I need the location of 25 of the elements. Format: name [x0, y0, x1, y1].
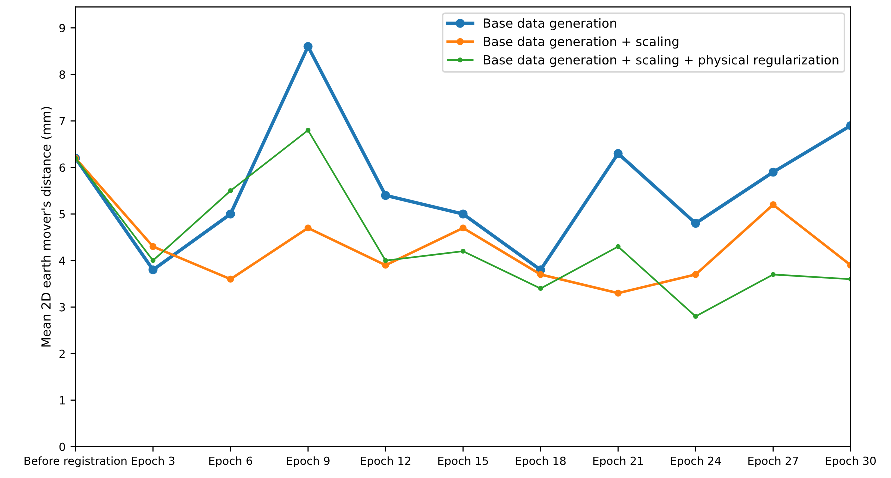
x-tick-label: Epoch 30: [826, 456, 876, 468]
x-tick-label: Epoch 27: [748, 456, 798, 468]
y-tick-label: 4: [59, 256, 66, 266]
x-tick-label: Epoch 3: [132, 456, 175, 468]
y-tick-label: 5: [60, 210, 66, 219]
y-axis-title: Mean 2D earth mover's distance (mm): [41, 107, 52, 347]
x-tick-label: Epoch 15: [438, 456, 488, 468]
x-tick-label: Epoch 9: [287, 456, 330, 468]
x-tick-label: Epoch 21: [594, 456, 644, 468]
y-tick-label: 7: [60, 117, 66, 126]
x-tick-label: Epoch 18: [516, 456, 566, 468]
x-tick-label: Epoch 24: [671, 456, 722, 468]
y-tick-label: 6: [60, 164, 66, 172]
y-tick-label: 0: [60, 442, 66, 452]
legend-label: Base data generation: [484, 18, 616, 31]
x-tick-label: Epoch 12: [361, 456, 411, 468]
y-tick-label: 8: [60, 70, 66, 80]
x-tick-label: Epoch 6: [210, 456, 252, 468]
y-tick-label: 1: [60, 396, 65, 405]
legend-label: Base data generation + scaling + physical regularization: [484, 55, 839, 68]
y-tick-label: 2: [60, 350, 65, 358]
legend-label: Base data generation + scaling: [484, 36, 679, 49]
y-tick-label: 3: [60, 303, 66, 312]
x-tick-label: Before registration: [24, 456, 127, 468]
y-tick-label: 9: [60, 24, 66, 32]
